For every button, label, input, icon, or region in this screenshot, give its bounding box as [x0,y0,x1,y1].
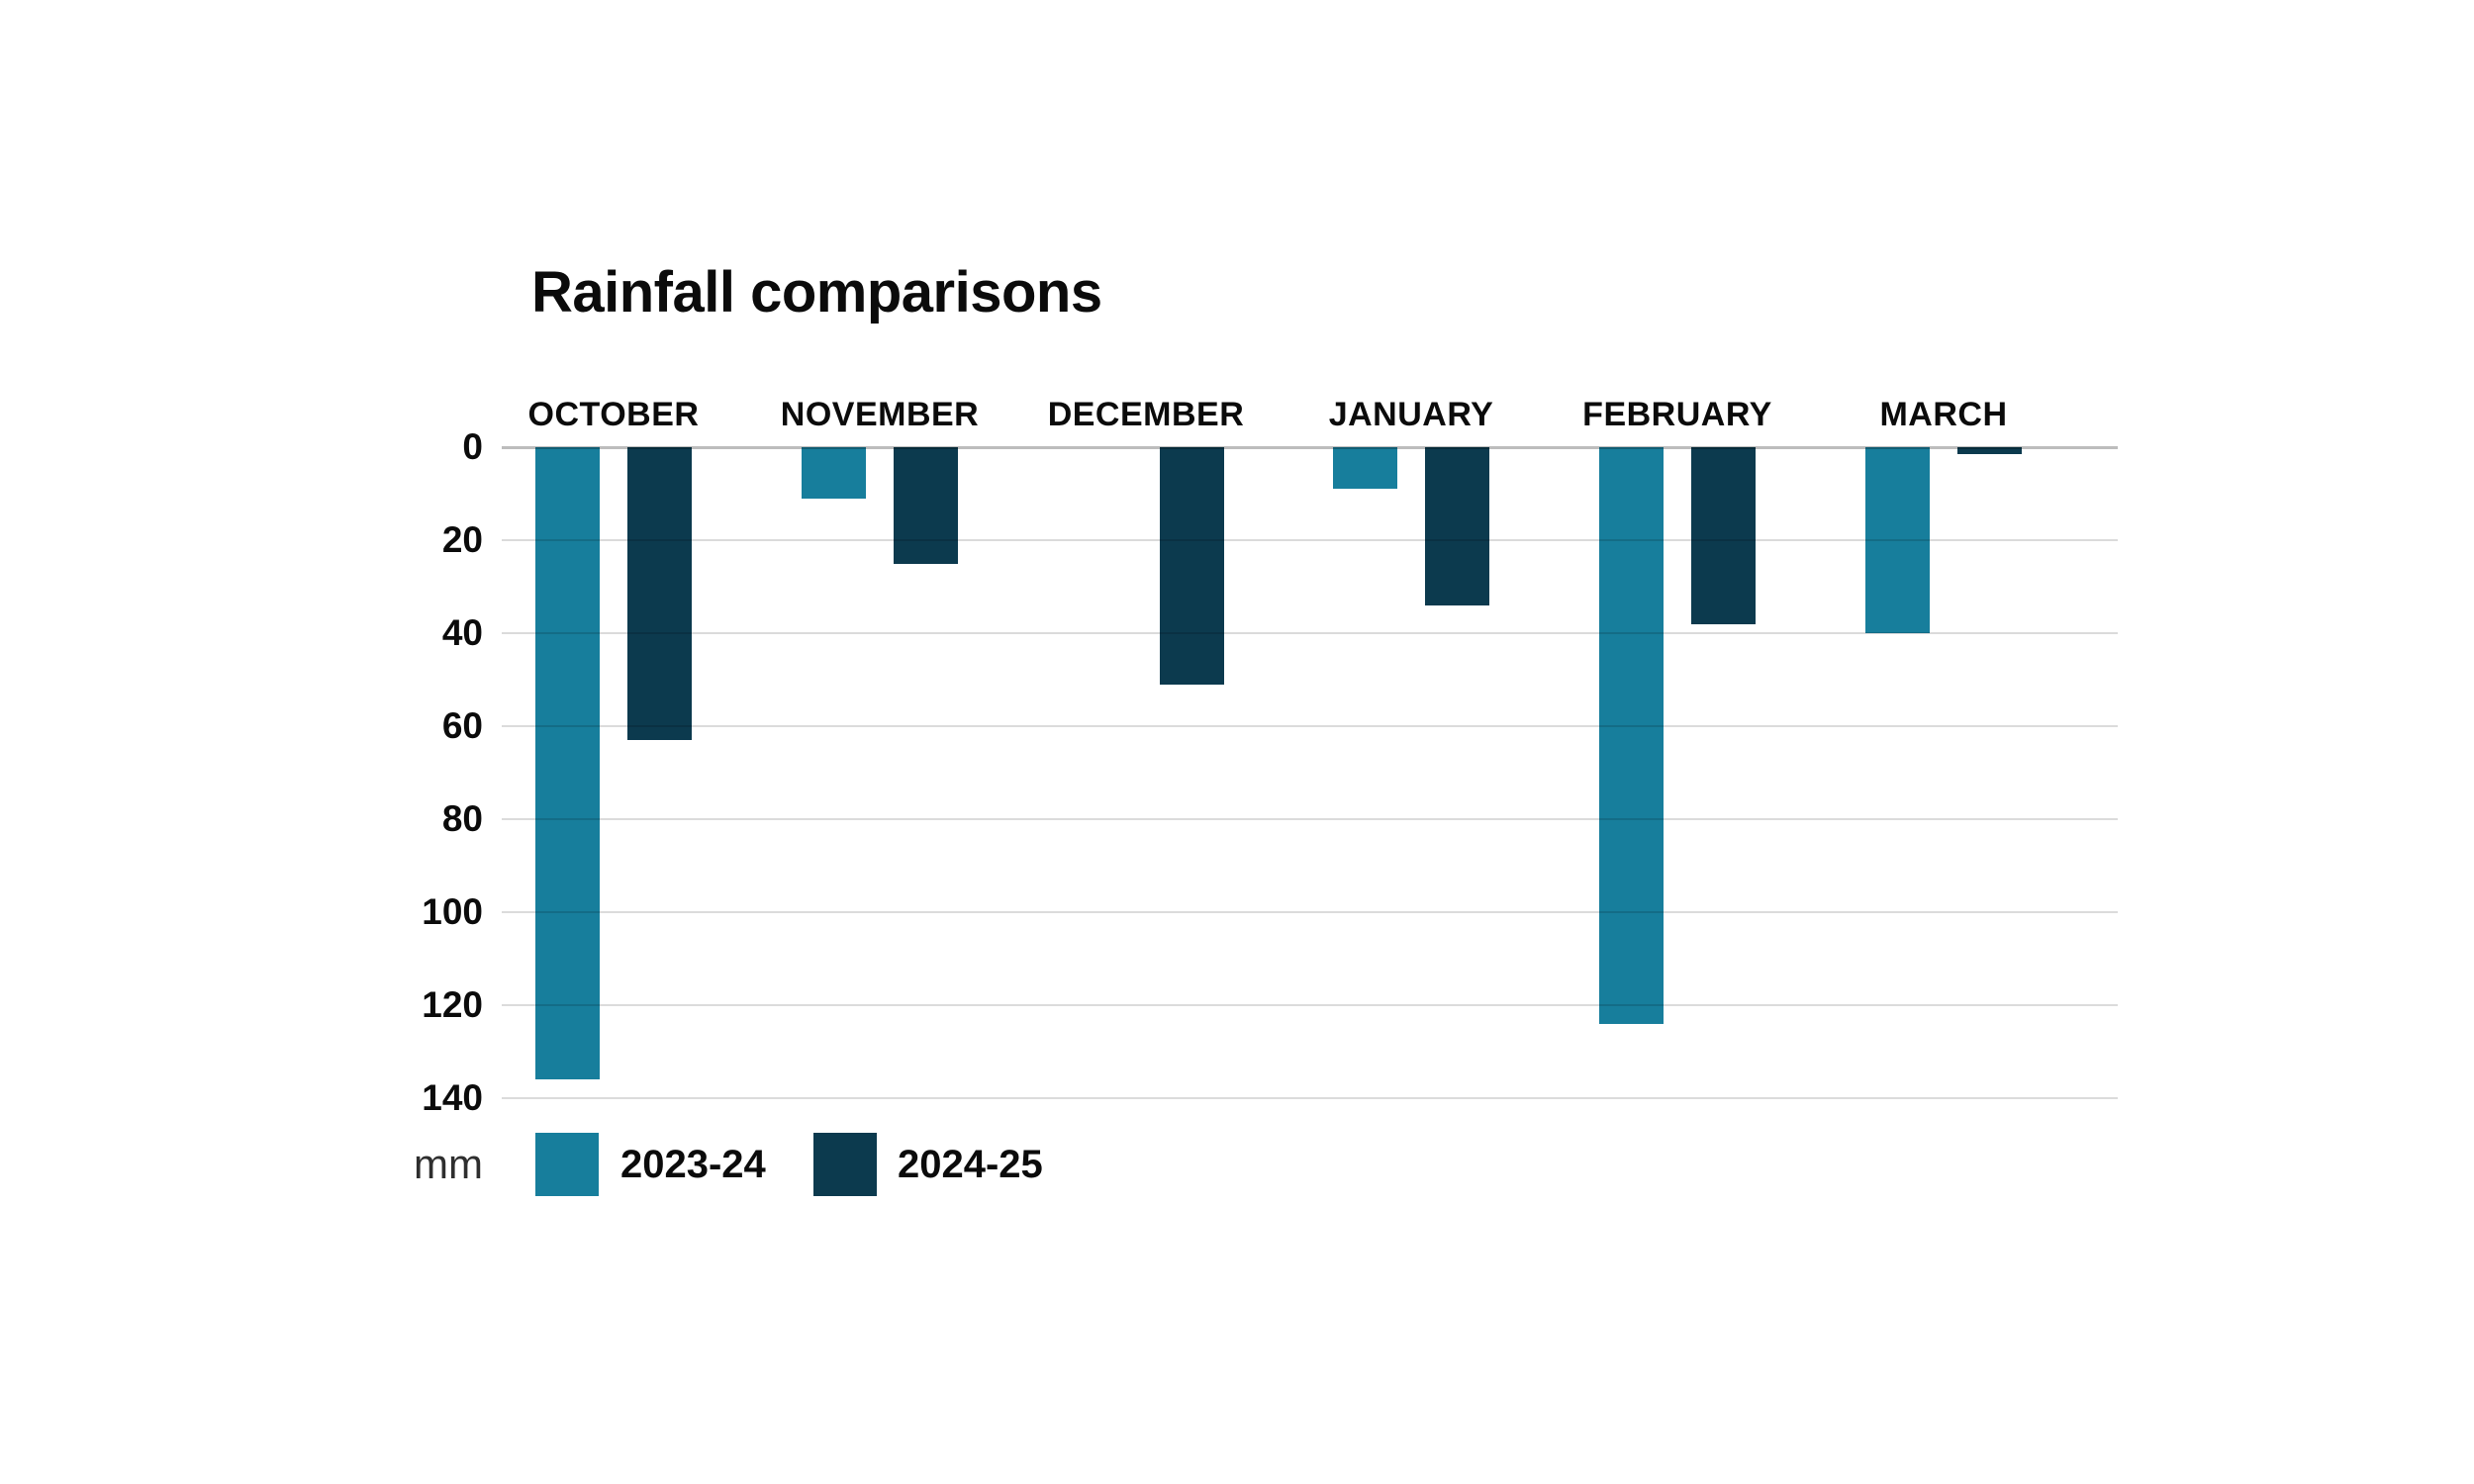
bar-2024-25-march [1957,447,2022,454]
bar-2023-24-february [1599,447,1665,1024]
month-label-december: DECEMBER [1047,396,1245,433]
y-tick-label-0: 0 [462,426,483,467]
grid-line-80 [502,818,2118,820]
legend-swatch-2024-25 [813,1133,877,1196]
month-label-october: OCTOBER [527,396,700,433]
zero-axis-line [502,446,2118,449]
bar-2024-25-december [1159,447,1224,685]
bar-2023-24-january [1333,447,1398,489]
legend-swatch-2023-24 [535,1133,599,1196]
grid-line-100 [502,911,2118,913]
y-tick-label-100: 100 [422,891,483,932]
y-axis-unit-label: mm [414,1141,483,1187]
grid-line-140 [502,1097,2118,1099]
legend-label-2023-24: 2023-24 [620,1143,766,1186]
bar-2023-24-november [801,447,866,499]
legend-label-2024-25: 2024-25 [898,1143,1043,1186]
y-tick-label-40: 40 [441,612,483,653]
grid-line-60 [502,725,2118,727]
month-label-february: FEBRUARY [1582,396,1772,433]
y-tick-label-60: 60 [441,705,483,746]
bar-2023-24-march [1865,447,1930,633]
y-tick-label-20: 20 [441,519,483,560]
grid-line-40 [502,632,2118,634]
month-label-march: MARCH [1879,396,2008,433]
bar-2024-25-november [893,447,958,564]
bar-2024-25-october [627,447,692,740]
chart-title: Rainfall comparisons [531,260,1102,325]
bar-2024-25-january [1425,447,1490,605]
y-tick-label-80: 80 [441,798,483,839]
month-label-november: NOVEMBER [780,396,980,433]
grid-line-120 [502,1004,2118,1006]
y-tick-label-120: 120 [422,984,483,1025]
grid-line-20 [502,539,2118,541]
month-label-january: JANUARY [1328,396,1494,433]
bar-2023-24-october [535,447,600,1079]
y-tick-label-140: 140 [422,1077,483,1118]
bar-2024-25-february [1691,447,1757,624]
